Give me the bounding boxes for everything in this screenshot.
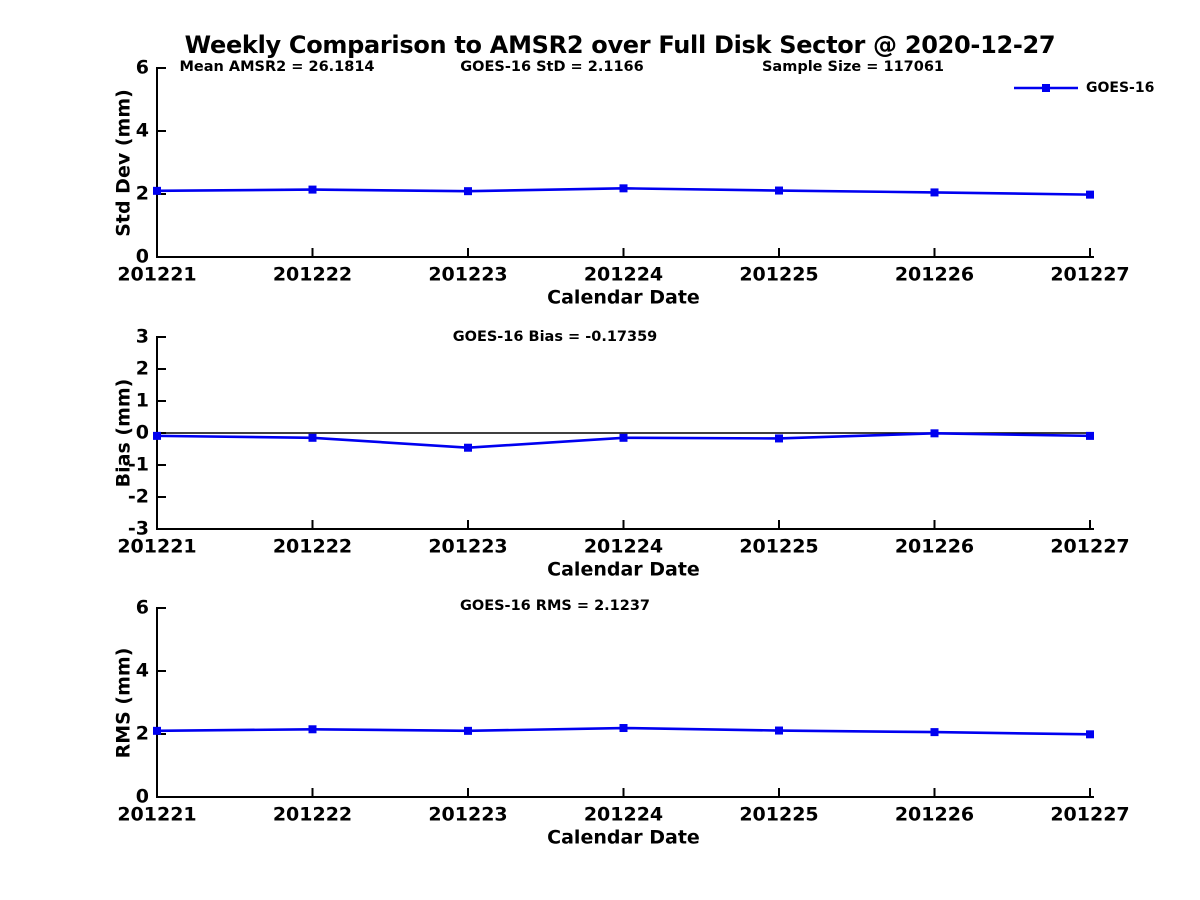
- stddev-x-tick-label: 201224: [583, 263, 664, 286]
- bias-x-tick-label: 201223: [428, 535, 508, 558]
- stddev-data-marker: [308, 185, 317, 194]
- stddev-x-tick-label: 201223: [428, 263, 508, 286]
- bias-y-tick-label: -1: [127, 453, 149, 476]
- bias-y-tick-label: -2: [127, 485, 149, 508]
- stddev-y-tick-label: 2: [135, 182, 149, 205]
- annotation-goes16-std: GOES-16 StD = 2.1166: [460, 58, 644, 75]
- bias-x-tick-label: 201226: [894, 535, 975, 558]
- rms-x-tick-label: 201226: [894, 803, 975, 826]
- bias-subplot: [153, 336, 1094, 530]
- bias-y-tick-label: 2: [135, 357, 149, 380]
- bias-data-marker: [308, 433, 317, 442]
- stddev-x-axis-title: Calendar Date: [547, 286, 700, 309]
- legend-label: GOES-16: [1086, 80, 1155, 96]
- bias-y-axis-title: Bias (mm): [112, 378, 135, 488]
- rms-y-tick-label: 2: [135, 722, 149, 745]
- stddev-data-marker: [619, 184, 628, 193]
- rms-data-marker: [153, 726, 161, 735]
- stddev-x-tick-label: 201227: [1050, 263, 1130, 286]
- bias-y-tick-label: 1: [135, 389, 149, 412]
- rms-data-marker: [464, 726, 472, 735]
- rms-data-marker: [619, 724, 628, 733]
- bias-data-marker: [619, 433, 628, 442]
- bias-data-marker: [464, 443, 472, 452]
- rms-data-marker: [930, 728, 939, 737]
- stddev-x-tick-label: 201221: [117, 263, 197, 286]
- rms-x-tick-label: 201224: [583, 803, 664, 826]
- stddev-subplot: [153, 67, 1094, 258]
- rms-x-axis-title: Calendar Date: [547, 826, 700, 849]
- bias-y-tick-label: 0: [135, 421, 149, 444]
- stddev-x-tick-label: 201222: [272, 263, 353, 286]
- annotation-sample-size: Sample Size = 117061: [761, 58, 945, 75]
- bias-data-marker: [930, 429, 939, 438]
- bias-x-tick-label: 201227: [1050, 535, 1130, 558]
- rms-subplot: [153, 607, 1094, 798]
- bias-data-marker: [153, 431, 161, 440]
- rms-x-tick-label: 201222: [272, 803, 353, 826]
- rms-data-marker: [1086, 730, 1094, 739]
- rms-y-tick-label: 4: [135, 659, 149, 682]
- rms-y-tick-label: 0: [135, 785, 149, 808]
- bias-x-tick-label: 201225: [739, 535, 819, 558]
- rms-x-tick-label: 201227: [1050, 803, 1130, 826]
- rms-data-marker: [308, 725, 317, 734]
- bias-x-tick-label: 201224: [583, 535, 664, 558]
- bias-x-axis-title: Calendar Date: [547, 558, 700, 581]
- stddev-data-marker: [1086, 190, 1094, 199]
- bias-x-tick-label: 201222: [272, 535, 353, 558]
- annotation-goes16-rms: GOES-16 RMS = 2.1237: [459, 597, 651, 614]
- rms-y-axis-title: RMS (mm): [112, 647, 135, 758]
- bias-x-tick-label: 201221: [117, 535, 197, 558]
- bias-y-tick-label: 3: [135, 325, 149, 348]
- annotation-goes16-bias: GOES-16 Bias = -0.17359: [452, 328, 658, 345]
- stddev-data-marker: [930, 188, 939, 197]
- stddev-data-marker: [775, 186, 783, 195]
- stddev-y-tick-label: 4: [135, 119, 149, 142]
- rms-x-tick-label: 201225: [739, 803, 819, 826]
- stddev-y-tick-label: 6: [135, 56, 149, 79]
- stddev-x-tick-label: 201225: [739, 263, 819, 286]
- stddev-y-axis-title: Std Dev (mm): [112, 88, 135, 237]
- stddev-y-tick-label: 0: [135, 245, 149, 268]
- bias-data-marker: [775, 434, 783, 443]
- stddev-data-marker: [153, 186, 161, 195]
- figure-title: Weekly Comparison to AMSR2 over Full Dis…: [184, 31, 1056, 59]
- annotation-mean-amsr2: Mean AMSR2 = 26.1814: [179, 58, 375, 75]
- rms-x-tick-label: 201223: [428, 803, 508, 826]
- bias-y-tick-label: -3: [127, 517, 149, 540]
- rms-y-tick-label: 6: [135, 596, 149, 619]
- stddev-x-tick-label: 201226: [894, 263, 975, 286]
- stddev-data-marker: [464, 187, 472, 196]
- rms-data-marker: [775, 726, 783, 735]
- legend-line-sample-icon: [1014, 84, 1078, 92]
- bias-data-marker: [1086, 431, 1094, 440]
- legend: GOES-16: [1013, 80, 1154, 96]
- rms-x-tick-label: 201221: [117, 803, 197, 826]
